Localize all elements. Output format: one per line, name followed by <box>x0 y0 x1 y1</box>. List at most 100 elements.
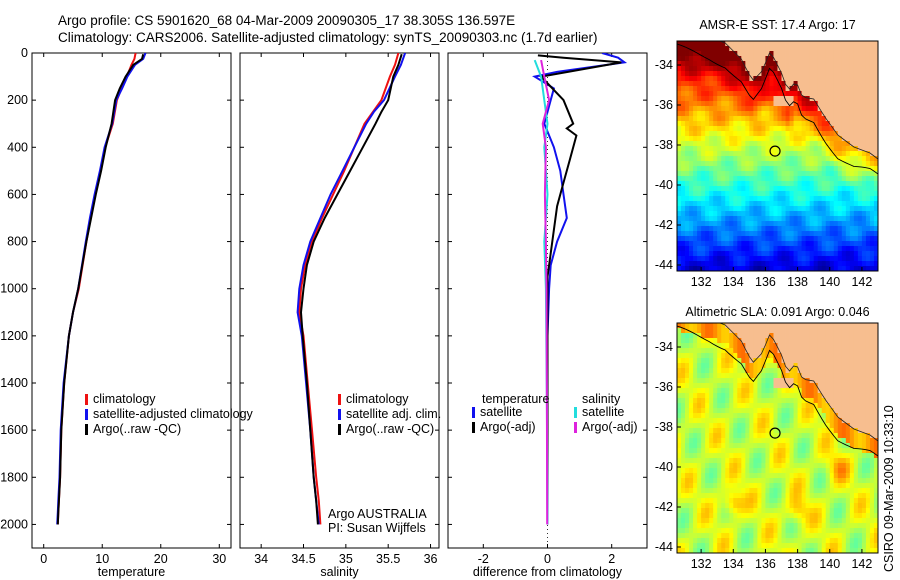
sst_map-cell <box>861 211 867 217</box>
sla_map-cell <box>725 523 730 529</box>
sst_map-cell <box>805 146 811 152</box>
sla_map-cell <box>861 478 867 484</box>
sst_map-cell <box>817 246 823 252</box>
sst_map-cell <box>705 181 710 187</box>
sla_map-cell <box>853 353 859 359</box>
sst_map-cell <box>733 226 738 232</box>
sla_map-cell <box>829 498 835 504</box>
sla_map-cell <box>757 363 762 369</box>
sla_map-cell <box>753 388 758 394</box>
sla_map-cell <box>741 423 746 429</box>
sla_map-cell <box>781 523 786 529</box>
sla_map-cell <box>677 373 682 379</box>
sla_map-cell <box>813 533 819 539</box>
sla_map-cell <box>817 533 823 539</box>
sst_map-cell <box>693 66 698 72</box>
sst_map-cell <box>681 156 686 162</box>
sla_map-cell <box>685 468 690 474</box>
sst_map-cell <box>745 191 750 197</box>
sla_map-cell <box>733 538 738 544</box>
sst_map-cell <box>809 221 815 227</box>
sst_map-cell <box>753 231 758 237</box>
sla_map-cell <box>805 533 811 539</box>
sst_map-cell <box>841 221 847 227</box>
sst_map-cell <box>765 196 770 202</box>
sst_map-cell <box>769 231 774 237</box>
sla_map-cell <box>769 328 774 334</box>
sst_map-cell <box>741 171 746 177</box>
sla_map-cell <box>837 478 843 484</box>
sla_map-cell <box>865 403 871 409</box>
sla_map-cell <box>725 383 730 389</box>
sla_map-cell <box>805 418 811 424</box>
sst_map-cell <box>761 61 766 67</box>
sst_map-cell <box>757 166 762 172</box>
sla_map-cell <box>837 408 843 414</box>
sst_map-cell <box>773 71 778 77</box>
sla_map-cell <box>745 353 750 359</box>
sst_map-cell <box>765 41 770 47</box>
sst_map-cell <box>725 226 730 232</box>
sst_map-cell <box>865 51 871 57</box>
sst_map-cell <box>689 201 694 207</box>
sla_map-cell <box>793 398 798 404</box>
sla_map-cell <box>781 478 786 484</box>
sla_map-cell <box>861 498 867 504</box>
sla_map-cell <box>809 528 815 534</box>
sla_map-cell <box>701 383 706 389</box>
sst_map-cell <box>837 81 843 87</box>
temperature-xtick-label: 20 <box>154 552 168 566</box>
sla_map-cell <box>789 328 794 334</box>
sst_map-cell <box>725 186 730 192</box>
sla_map-cell <box>677 348 682 354</box>
sst_map-cell <box>765 146 770 152</box>
sla_map-cell <box>733 383 738 389</box>
sla_map-cell <box>681 333 686 339</box>
sla_map-cell <box>745 363 750 369</box>
sst_map-cell <box>725 101 730 107</box>
temperature-legend-swatch <box>85 424 88 435</box>
sst_map-cell <box>817 121 823 127</box>
sla_map-cell <box>713 338 718 344</box>
sla_map-cell <box>753 418 758 424</box>
sla_map-cell <box>753 438 758 444</box>
sla_map-cell <box>849 453 855 459</box>
sla_map-shelf-contour <box>677 325 878 457</box>
sst_map-cell <box>725 216 730 222</box>
sla_map-cell <box>749 408 754 414</box>
sst_map-cell <box>741 131 746 137</box>
sst_map-cell <box>685 151 690 157</box>
sst_map-cell <box>713 86 718 92</box>
sla_map-cell <box>709 413 714 419</box>
sla_map-cell <box>721 488 726 494</box>
sla_map-cell <box>761 328 766 334</box>
sst_map-cell <box>825 196 831 202</box>
sla_map-cell <box>749 423 754 429</box>
sst_map-cell <box>693 131 698 137</box>
sst_map-cell <box>761 171 766 177</box>
sst_map-cell <box>677 181 682 187</box>
sla_map-cell <box>805 358 811 364</box>
sla_map-cell <box>829 468 835 474</box>
sla_map-cell <box>765 473 770 479</box>
sla_map-cell <box>817 513 823 519</box>
sst_map-cell <box>689 226 694 232</box>
sst_map-cell <box>857 81 863 87</box>
sla_map-cell <box>677 363 682 369</box>
sla_map-cell <box>697 323 702 329</box>
sst_map-cell <box>805 81 811 87</box>
sst_map-cell <box>701 66 706 72</box>
sst_map-cell <box>681 231 686 237</box>
sla_map-cell <box>677 403 682 409</box>
sst_map-cell <box>765 46 770 52</box>
sla_map-cell <box>701 498 706 504</box>
sla_map-cell <box>701 488 706 494</box>
sla_map-cell <box>785 413 790 419</box>
sla_map-cell <box>829 413 835 419</box>
sst_map-cell <box>769 121 774 127</box>
sst_map-cell <box>693 256 698 262</box>
sla_map-cell <box>869 493 875 499</box>
sla_map-cell <box>701 393 706 399</box>
sst_map-cell <box>769 221 774 227</box>
sst_map-cell <box>789 246 794 252</box>
